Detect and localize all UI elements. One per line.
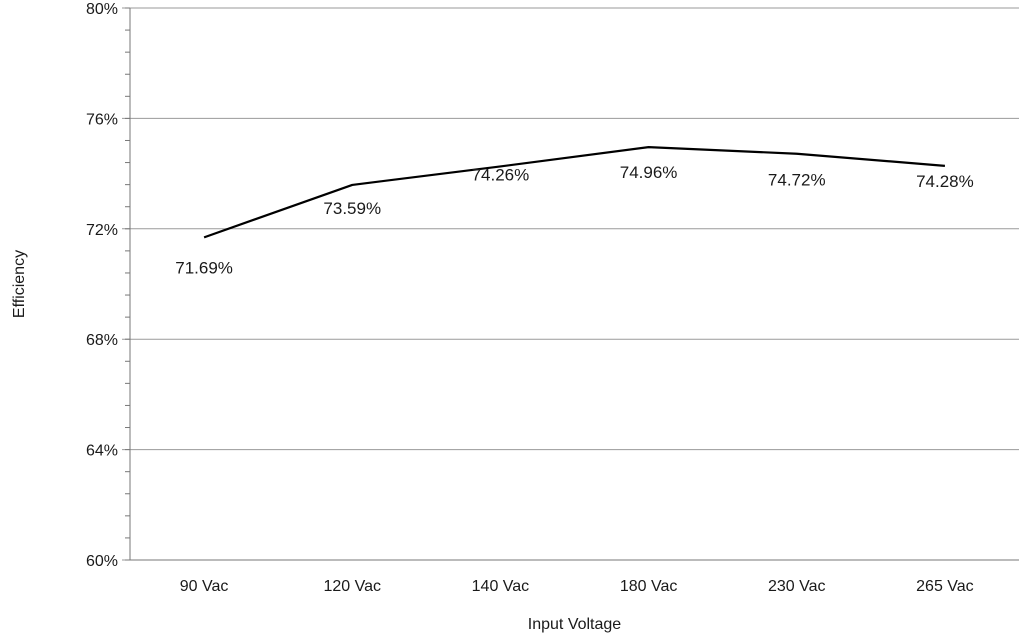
data-label: 73.59% bbox=[323, 199, 381, 218]
x-tick-label: 180 Vac bbox=[620, 578, 678, 595]
y-axis-title: Efficiency bbox=[11, 250, 28, 318]
y-minor-ticks bbox=[125, 7, 130, 561]
x-tick-label: 230 Vac bbox=[768, 578, 826, 595]
y-tick-label: 80% bbox=[86, 1, 118, 18]
data-label: 74.26% bbox=[472, 165, 530, 184]
y-tick-labels: 60% 64% 68% 72% 76% 80% bbox=[86, 1, 118, 570]
data-labels: 71.69% 73.59% 74.26% 74.96% 74.72% 74.28% bbox=[175, 163, 974, 277]
x-tick-label: 120 Vac bbox=[323, 578, 381, 595]
x-axis-title: Input Voltage bbox=[528, 616, 622, 633]
data-label: 74.96% bbox=[620, 163, 678, 182]
y-tick-label: 64% bbox=[86, 443, 118, 460]
data-label: 74.72% bbox=[768, 171, 826, 190]
efficiency-series-line bbox=[203, 146, 946, 239]
y-tick-label: 68% bbox=[86, 332, 118, 349]
gridlines bbox=[122, 7, 1019, 561]
y-tick-label: 72% bbox=[86, 222, 118, 239]
data-label: 74.28% bbox=[916, 172, 974, 191]
y-tick-label: 76% bbox=[86, 111, 118, 128]
x-tick-label: 90 Vac bbox=[180, 578, 229, 595]
data-label: 71.69% bbox=[175, 258, 233, 277]
y-tick-label: 60% bbox=[86, 553, 118, 570]
x-tick-label: 265 Vac bbox=[916, 578, 974, 595]
x-tick-labels: 90 Vac 120 Vac 140 Vac 180 Vac 230 Vac 265 Va… bbox=[180, 578, 974, 595]
x-tick-label: 140 Vac bbox=[472, 578, 530, 595]
